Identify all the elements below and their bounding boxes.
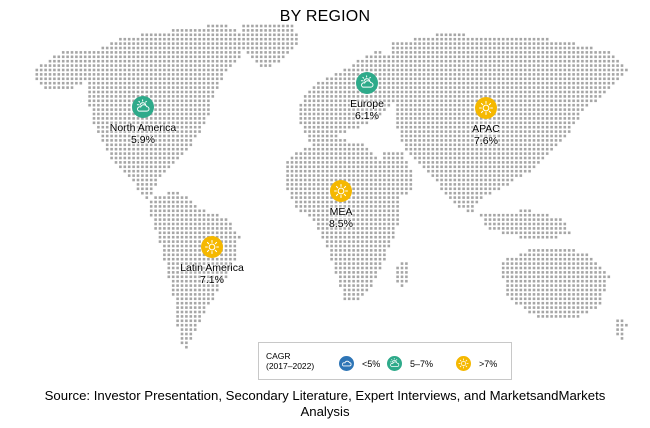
sun-icon <box>201 236 223 258</box>
cloud-icon <box>339 356 354 371</box>
sun-icon <box>475 97 497 119</box>
region-cagr-value: 7.6% <box>474 135 498 147</box>
region-latin-america: Latin America 7.1% <box>157 236 267 286</box>
legend-item-low: <5% <box>339 356 380 371</box>
region-cagr-value: 5.9% <box>131 134 155 146</box>
region-apac: APAC 7.6% <box>431 97 541 147</box>
sun-icon <box>330 180 352 202</box>
map-title: BY REGION <box>279 8 371 25</box>
region-north-america: North America 5.9% <box>88 96 198 146</box>
region-cagr-value: 8.5% <box>329 218 353 230</box>
cagr-legend: CAGR (2017–2022) <5% 5–7% >7% <box>258 342 512 380</box>
region-cagr-value: 6.1% <box>355 110 379 122</box>
land-dots <box>35 24 628 349</box>
region-mea: MEA 8.5% <box>286 180 396 230</box>
cloud-sun-icon <box>356 72 378 94</box>
cloud-sun-icon <box>387 356 402 371</box>
source-note: Source: Investor Presentation, Secondary… <box>44 388 606 419</box>
cloud-sun-icon <box>132 96 154 118</box>
region-name: APAC <box>472 123 500 135</box>
legend-title: CAGR (2017–2022) <box>266 351 315 371</box>
legend-item-high: >7% <box>456 356 497 371</box>
legend-item-mid: 5–7% <box>387 356 433 371</box>
region-name: Europe <box>350 98 384 110</box>
region-cagr-value: 7.1% <box>200 274 224 286</box>
region-europe: Europe 6.1% <box>312 72 422 122</box>
region-name: North America <box>109 122 177 134</box>
region-name: MEA <box>329 206 353 218</box>
sun-icon <box>456 356 471 371</box>
region-name: Latin America <box>180 262 244 274</box>
